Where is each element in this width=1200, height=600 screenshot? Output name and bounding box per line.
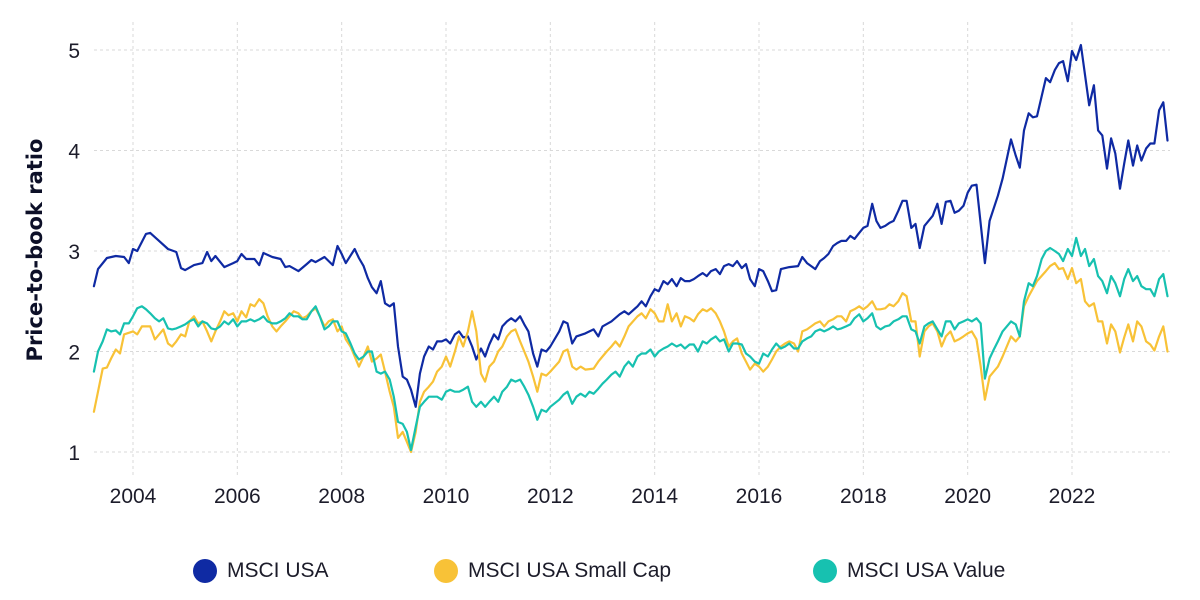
x-tick-label: 2014 xyxy=(631,485,678,508)
x-tick-label: 2004 xyxy=(110,485,157,508)
x-tick-label: 2020 xyxy=(944,485,991,508)
series-line-msci-usa-value xyxy=(92,236,1169,452)
legend-item-msci-usa-small-cap[interactable]: MSCI USA Small Cap xyxy=(434,555,671,587)
y-tick-label: 1 xyxy=(68,442,80,465)
series-lines xyxy=(92,43,1169,454)
legend-dot-icon xyxy=(193,559,217,583)
y-tick-label: 5 xyxy=(68,40,80,63)
legend-dot-icon xyxy=(434,559,458,583)
y-axis: 1 2 3 4 5 xyxy=(68,40,80,465)
y-tick-label: 2 xyxy=(68,342,80,365)
legend-item-msci-usa[interactable]: MSCI USA xyxy=(193,555,329,587)
series-line-msci-usa xyxy=(92,43,1169,408)
legend: MSCI USA MSCI USA Small Cap MSCI USA Val… xyxy=(0,555,1200,587)
x-tick-label: 2022 xyxy=(1049,485,1096,508)
legend-item-msci-usa-value[interactable]: MSCI USA Value xyxy=(813,555,1005,587)
x-tick-label: 2006 xyxy=(214,485,261,508)
y-tick-label: 3 xyxy=(68,241,80,264)
x-tick-label: 2008 xyxy=(318,485,365,508)
legend-label: MSCI USA Small Cap xyxy=(468,559,672,582)
series-line-msci-usa-small-cap xyxy=(92,262,1169,454)
x-tick-label: 2012 xyxy=(527,485,574,508)
y-tick-label: 4 xyxy=(68,141,80,164)
x-axis: 2004 2006 2008 2010 2012 2014 2016 2018 2020 2022 xyxy=(110,485,1096,508)
grid-lines xyxy=(94,22,1170,478)
y-axis-label: Price-to-book ratio xyxy=(23,139,47,362)
legend-label: MSCI USA xyxy=(227,559,329,582)
legend-label: MSCI USA Value xyxy=(847,559,1006,582)
x-tick-label: 2010 xyxy=(423,485,470,508)
x-tick-label: 2018 xyxy=(840,485,887,508)
x-tick-label: 2016 xyxy=(736,485,783,508)
legend-dot-icon xyxy=(813,559,837,583)
